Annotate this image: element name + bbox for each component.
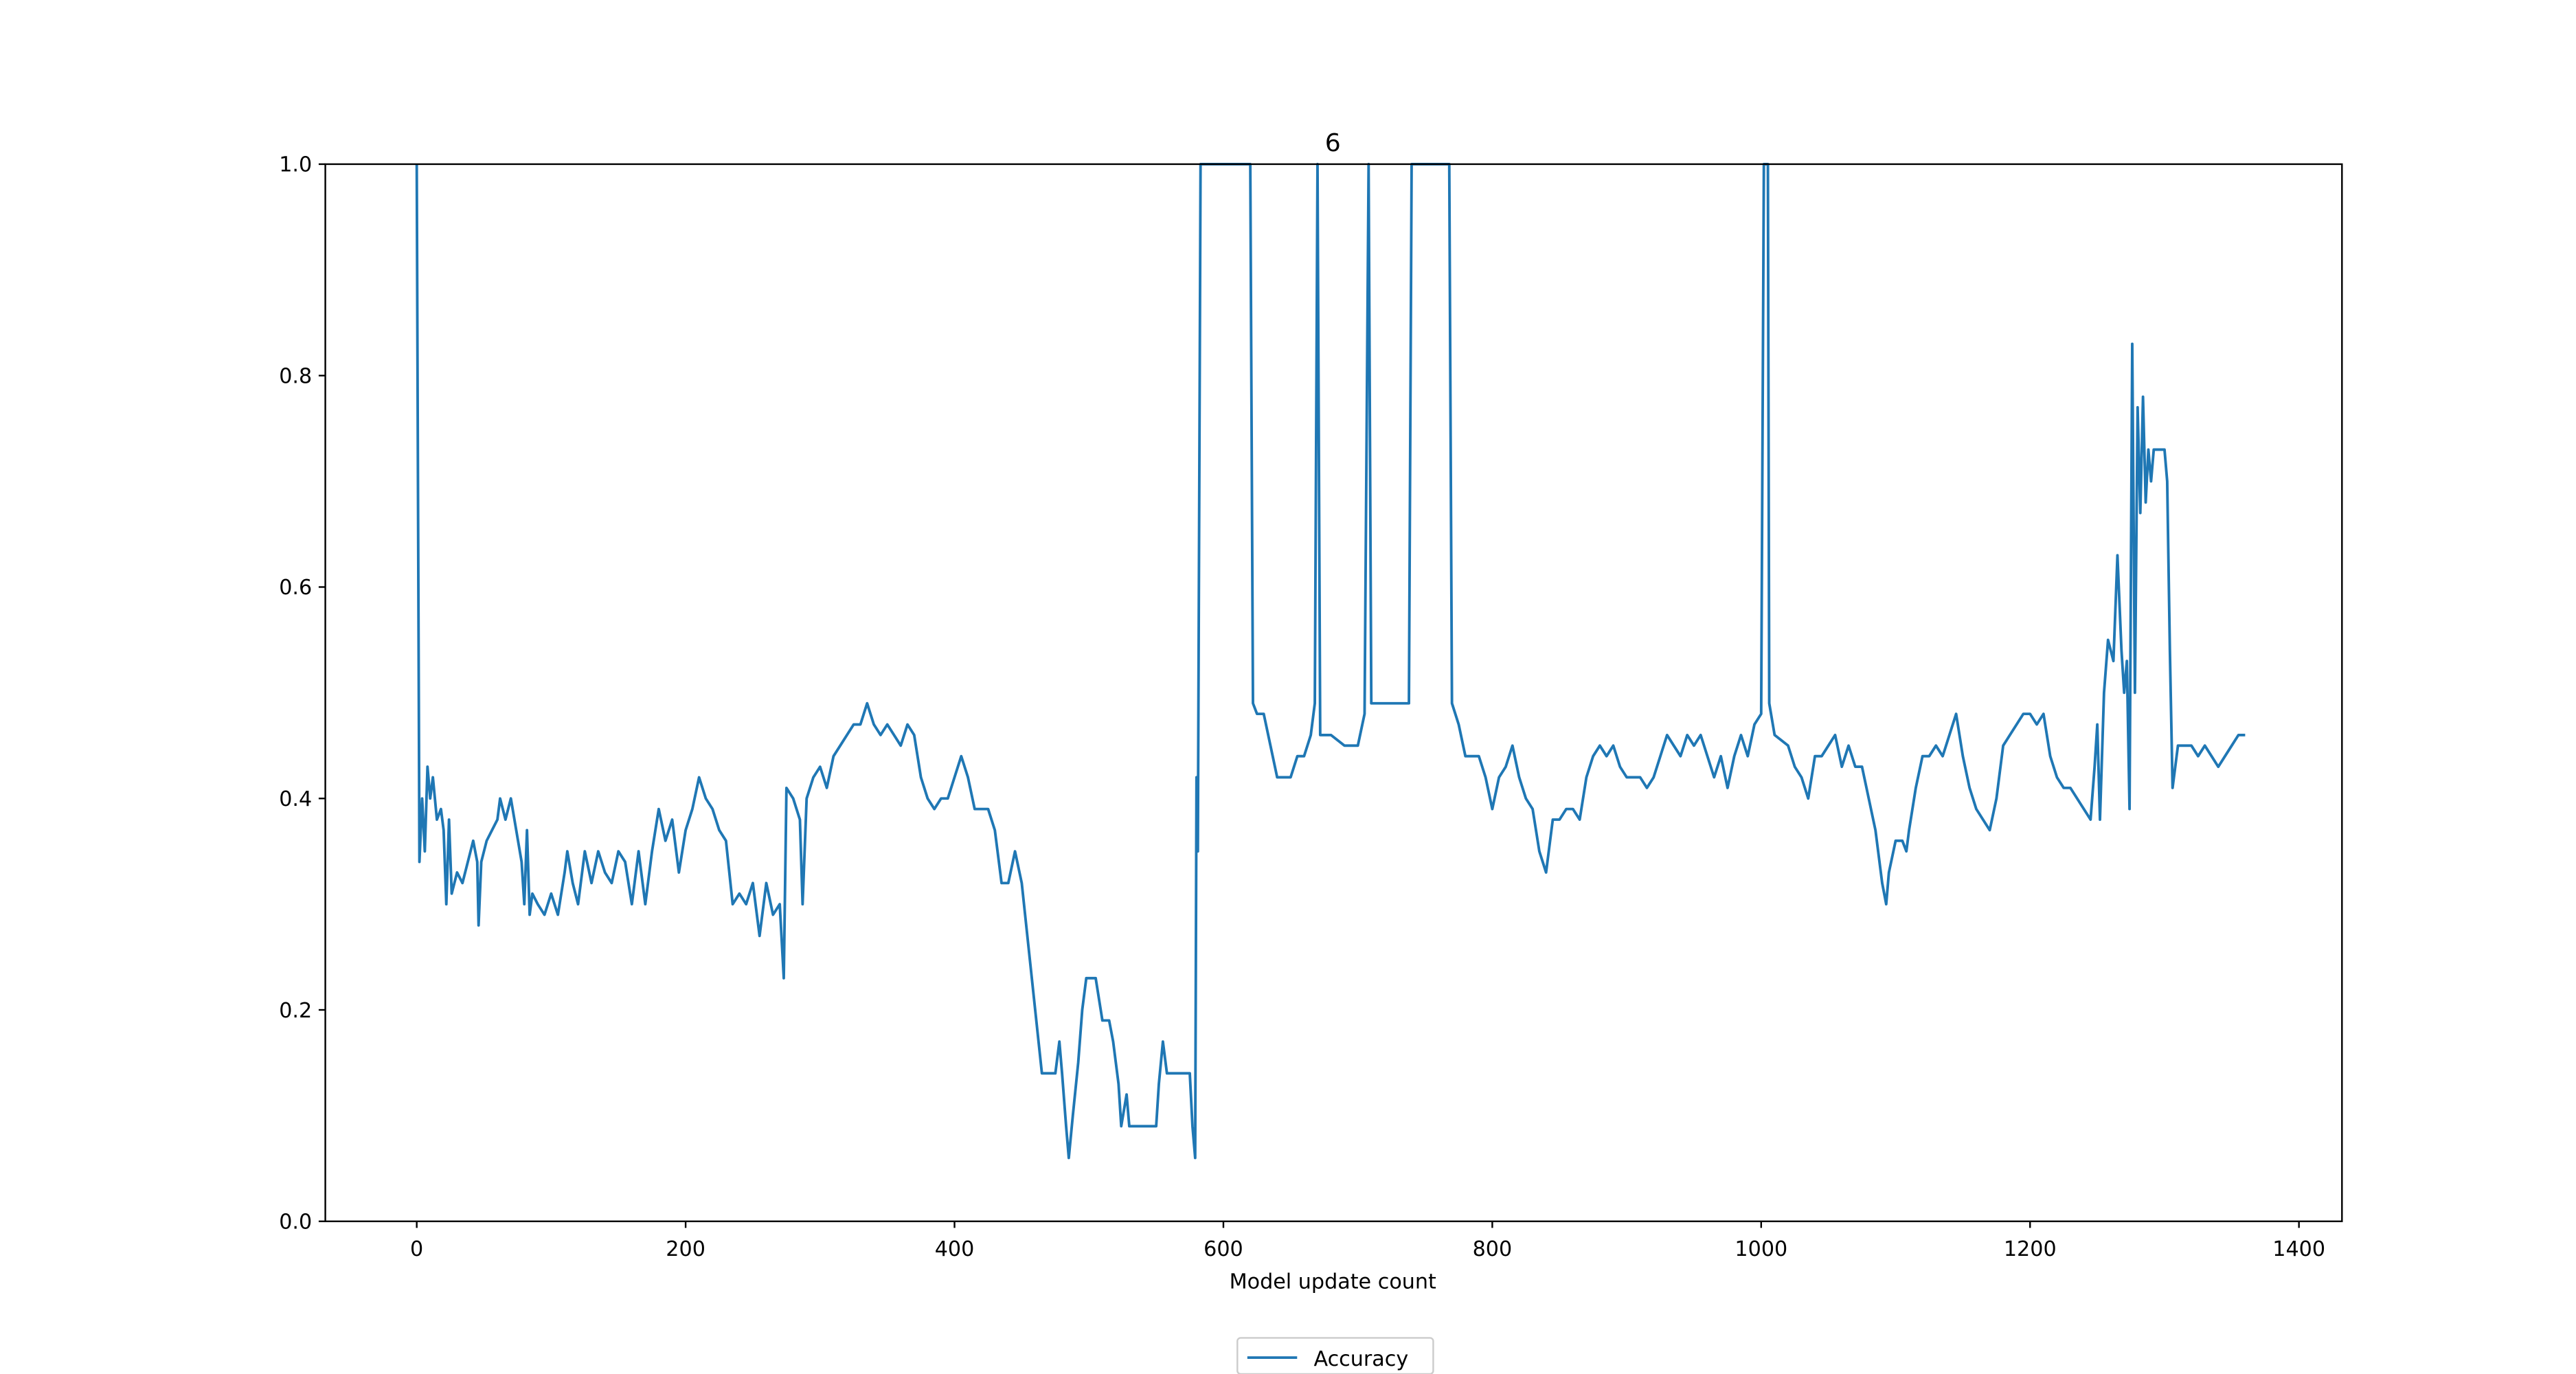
x-tick-label: 1400 xyxy=(2272,1237,2325,1261)
x-tick-label: 200 xyxy=(666,1237,705,1261)
x-tick-label: 1000 xyxy=(1735,1237,1787,1261)
y-tick-label: 0.6 xyxy=(279,576,312,600)
x-tick-label: 400 xyxy=(935,1237,975,1261)
y-tick-label: 0.4 xyxy=(279,787,312,811)
x-tick-label: 0 xyxy=(410,1237,423,1261)
plot-frame xyxy=(324,163,2343,1222)
x-axis-label: Model update count xyxy=(1230,1270,1437,1294)
y-tick-label: 0.8 xyxy=(279,365,312,389)
legend-box xyxy=(1236,1337,1434,1374)
x-tick-label: 800 xyxy=(1473,1237,1513,1261)
data-line xyxy=(415,163,2246,1160)
y-tick-label: 0.2 xyxy=(279,999,312,1023)
y-tick-label: 0.0 xyxy=(279,1210,312,1235)
legend-label: Accuracy xyxy=(1313,1347,1408,1371)
y-tick-label: 1.0 xyxy=(279,153,312,177)
x-tick-label: 1200 xyxy=(2004,1237,2057,1261)
chart-title: 6 xyxy=(1325,129,1341,157)
x-tick-label: 600 xyxy=(1204,1237,1243,1261)
